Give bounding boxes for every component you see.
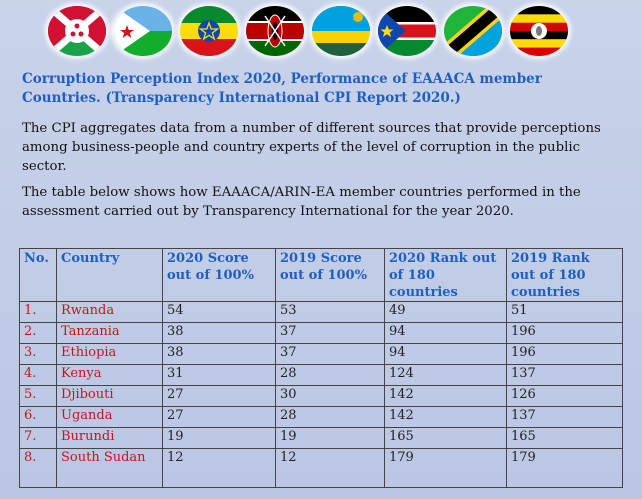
row-number: 1. xyxy=(19,301,57,323)
rank-2019: 196 xyxy=(506,322,623,344)
page-title: Corruption Perception Index 2020, Perfor… xyxy=(22,71,542,106)
rank-2020: 142 xyxy=(384,406,507,428)
uganda-flag-icon xyxy=(510,6,568,56)
score-2019: 28 xyxy=(275,406,385,428)
score-2019: 28 xyxy=(275,364,385,386)
table-row: 5. Djibouti 27 30 142 126 xyxy=(19,385,623,407)
score-2019: 19 xyxy=(275,427,385,449)
rwanda-flag-icon xyxy=(312,6,370,56)
country-name: Uganda xyxy=(56,406,163,428)
rank-2020: 94 xyxy=(384,343,507,365)
score-2019: 37 xyxy=(275,343,385,365)
member-flags-banner xyxy=(48,6,638,60)
south-sudan-flag-icon xyxy=(378,6,436,56)
score-2020: 12 xyxy=(162,448,276,488)
score-2020: 27 xyxy=(162,406,276,428)
country-name: Burundi xyxy=(56,427,163,449)
score-2020: 27 xyxy=(162,385,276,407)
score-2019: 53 xyxy=(275,301,385,323)
country-name: Rwanda xyxy=(56,301,163,323)
rank-2020: 49 xyxy=(384,301,507,323)
table-row: 2. Tanzania 38 37 94 196 xyxy=(19,322,623,344)
header-country: Country xyxy=(56,248,163,302)
rank-2020: 94 xyxy=(384,322,507,344)
burundi-flag-icon xyxy=(48,6,106,56)
rank-2020: 142 xyxy=(384,385,507,407)
rank-2019: 165 xyxy=(506,427,623,449)
score-2019: 12 xyxy=(275,448,385,488)
cpi-results-table: No. Country 2020 Score out of 100% 2019 … xyxy=(19,248,623,488)
table-row: 7. Burundi 19 19 165 165 xyxy=(19,427,623,449)
score-2020: 54 xyxy=(162,301,276,323)
table-row: 1. Rwanda 54 53 49 51 xyxy=(19,301,623,323)
score-2020: 38 xyxy=(162,322,276,344)
row-number: 7. xyxy=(19,427,57,449)
rank-2020: 165 xyxy=(384,427,507,449)
table-row: 6. Uganda 27 28 142 137 xyxy=(19,406,623,428)
score-2019: 30 xyxy=(275,385,385,407)
rank-2019: 179 xyxy=(506,448,623,488)
score-2020: 31 xyxy=(162,364,276,386)
country-name: Kenya xyxy=(56,364,163,386)
table-row: 8. South Sudan 12 12 179 179 xyxy=(19,448,623,488)
row-number: 4. xyxy=(19,364,57,386)
score-2020: 19 xyxy=(162,427,276,449)
rank-2020: 124 xyxy=(384,364,507,386)
rank-2020: 179 xyxy=(384,448,507,488)
table-header-row: No. Country 2020 Score out of 100% 2019 … xyxy=(19,248,623,302)
header-score-2019: 2019 Score out of 100% xyxy=(275,248,385,302)
header-no: No. xyxy=(19,248,57,302)
rank-2019: 137 xyxy=(506,364,623,386)
kenya-flag-icon xyxy=(246,6,304,56)
country-name: Djibouti xyxy=(56,385,163,407)
row-number: 3. xyxy=(19,343,57,365)
tanzania-flag-icon xyxy=(444,6,502,56)
rank-2019: 126 xyxy=(506,385,623,407)
table-intro: The table below shows how EAAACA/ARIN-EA… xyxy=(22,185,581,219)
table-row: 4. Kenya 31 28 124 137 xyxy=(19,364,623,386)
table-row: 3. Ethiopia 38 37 94 196 xyxy=(19,343,623,365)
header-score-2020: 2020 Score out of 100% xyxy=(162,248,276,302)
row-number: 6. xyxy=(19,406,57,428)
country-name: Tanzania xyxy=(56,322,163,344)
row-number: 2. xyxy=(19,322,57,344)
rank-2019: 51 xyxy=(506,301,623,323)
ethiopia-flag-icon xyxy=(180,6,238,56)
country-name: Ethiopia xyxy=(56,343,163,365)
djibouti-flag-icon xyxy=(114,6,172,56)
cpi-description: The CPI aggregates data from a number of… xyxy=(22,121,601,174)
header-rank-2019: 2019 Rank out of 180 countries xyxy=(506,248,623,302)
rank-2019: 196 xyxy=(506,343,623,365)
score-2019: 37 xyxy=(275,322,385,344)
country-name: South Sudan xyxy=(56,448,163,488)
row-number: 8. xyxy=(19,448,57,488)
score-2020: 38 xyxy=(162,343,276,365)
row-number: 5. xyxy=(19,385,57,407)
header-rank-2020: 2020 Rank out of 180 countries xyxy=(384,248,507,302)
rank-2019: 137 xyxy=(506,406,623,428)
